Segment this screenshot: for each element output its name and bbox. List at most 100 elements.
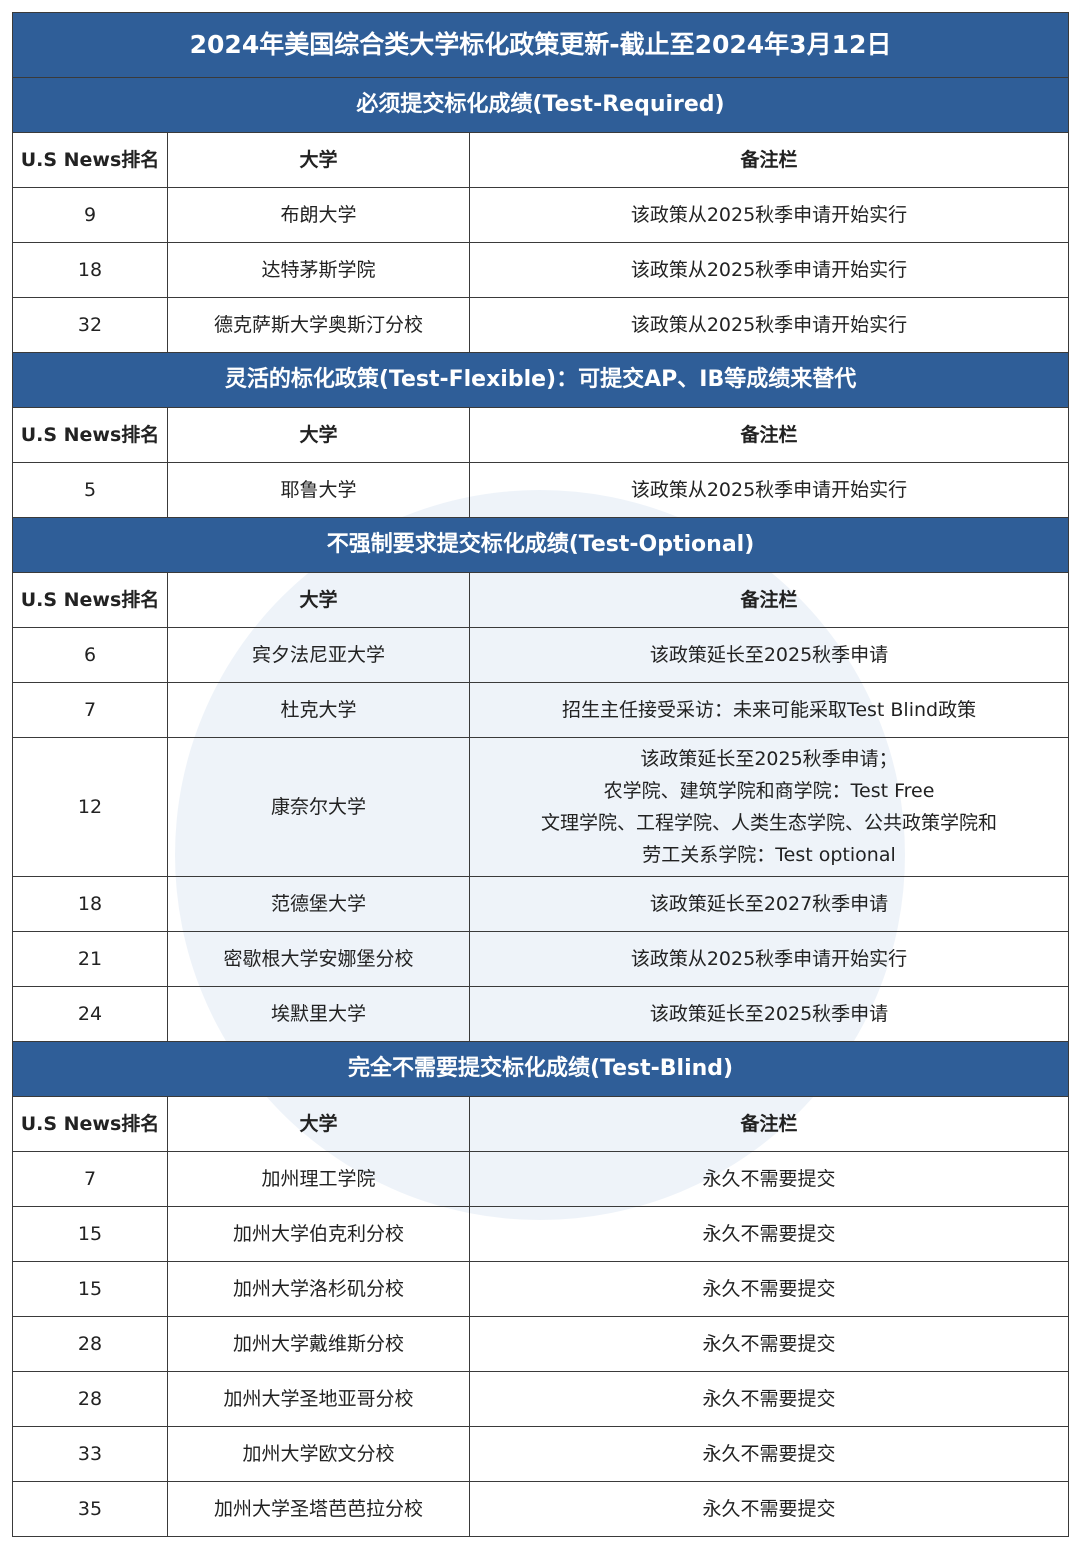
note-line: 招生主任接受采访：未来可能采取Test Blind政策 bbox=[561, 699, 977, 721]
university: 杜克大学 bbox=[167, 682, 470, 738]
header-row: U.S News排名 大学 备注栏 bbox=[12, 407, 1070, 463]
note: 永久不需要提交 bbox=[468, 1206, 1070, 1262]
note-line: 该政策从2025秋季申请开始实行 bbox=[630, 479, 908, 501]
column-header: 大学 bbox=[167, 407, 470, 463]
note-line: 劳工关系学院：Test optional bbox=[642, 844, 896, 866]
rank: 32 bbox=[12, 297, 168, 353]
rank: 18 bbox=[12, 242, 168, 298]
data-row: 12 康奈尔大学 该政策延长至2025秋季申请； 农学院、建筑学院和商学院：Test … bbox=[12, 737, 1070, 877]
data-row: 6 宾夕法尼亚大学 该政策延长至2025秋季申请 bbox=[12, 627, 1070, 683]
section-row: 灵活的标化政策(Test-Flexible)：可提交AP、IB等成绩来替代 bbox=[11, 352, 1070, 408]
rank: 24 bbox=[12, 986, 168, 1042]
section-heading: 必须提交标化成绩(Test-Required) bbox=[11, 77, 1070, 133]
title-row: 2024年美国综合类大学标化政策更新-截止至2024年3月12日 bbox=[11, 12, 1070, 78]
note-line: 该政策从2025秋季申请开始实行 bbox=[630, 948, 908, 970]
note: 该政策延长至2025秋季申请 bbox=[468, 986, 1070, 1042]
data-row: 7 杜克大学 招生主任接受采访：未来可能采取Test Blind政策 bbox=[12, 682, 1070, 738]
note-line: 永久不需要提交 bbox=[702, 1333, 836, 1355]
university: 加州大学洛杉矶分校 bbox=[167, 1261, 470, 1317]
data-row: 7 加州理工学院 永久不需要提交 bbox=[12, 1151, 1070, 1207]
table-body: 2024年美国综合类大学标化政策更新-截止至2024年3月12日 必须提交标化成… bbox=[11, 12, 1070, 1537]
data-row: 5 耶鲁大学 该政策从2025秋季申请开始实行 bbox=[12, 462, 1070, 518]
table-title: 2024年美国综合类大学标化政策更新-截止至2024年3月12日 bbox=[11, 12, 1070, 78]
note-line: 该政策从2025秋季申请开始实行 bbox=[630, 314, 908, 336]
note: 招生主任接受采访：未来可能采取Test Blind政策 bbox=[468, 682, 1070, 738]
rank: 15 bbox=[12, 1261, 168, 1317]
header-row: U.S News排名 大学 备注栏 bbox=[12, 1096, 1070, 1152]
university: 加州大学伯克利分校 bbox=[167, 1206, 470, 1262]
note-line: 该政策延长至2025秋季申请； bbox=[640, 748, 898, 770]
rank: 6 bbox=[12, 627, 168, 683]
university: 布朗大学 bbox=[167, 187, 470, 243]
data-row: 28 加州大学戴维斯分校 永久不需要提交 bbox=[12, 1316, 1070, 1372]
data-row: 32 德克萨斯大学奥斯汀分校 该政策从2025秋季申请开始实行 bbox=[12, 297, 1070, 353]
column-header: 大学 bbox=[167, 1096, 470, 1152]
note: 该政策延长至2025秋季申请； 农学院、建筑学院和商学院：Test Free 文理学… bbox=[468, 737, 1070, 877]
note: 永久不需要提交 bbox=[468, 1316, 1070, 1372]
university: 密歇根大学安娜堡分校 bbox=[167, 931, 470, 987]
rank: 5 bbox=[12, 462, 168, 518]
note: 该政策从2025秋季申请开始实行 bbox=[468, 297, 1070, 353]
column-header: 备注栏 bbox=[468, 407, 1070, 463]
note-line: 永久不需要提交 bbox=[702, 1278, 836, 1300]
note: 该政策从2025秋季申请开始实行 bbox=[468, 242, 1070, 298]
data-row: 35 加州大学圣塔芭芭拉分校 永久不需要提交 bbox=[12, 1481, 1070, 1537]
column-header: 备注栏 bbox=[468, 1096, 1070, 1152]
column-header: U.S News排名 bbox=[12, 572, 168, 628]
note: 永久不需要提交 bbox=[468, 1151, 1070, 1207]
university: 达特茅斯学院 bbox=[167, 242, 470, 298]
note-line: 永久不需要提交 bbox=[702, 1223, 836, 1245]
column-header: 备注栏 bbox=[468, 132, 1070, 188]
note-line: 永久不需要提交 bbox=[702, 1498, 836, 1520]
column-header: U.S News排名 bbox=[12, 1096, 168, 1152]
university: 范德堡大学 bbox=[167, 876, 470, 932]
university: 耶鲁大学 bbox=[167, 462, 470, 518]
note-line: 农学院、建筑学院和商学院：Test Free bbox=[603, 780, 935, 802]
note: 该政策延长至2025秋季申请 bbox=[468, 627, 1070, 683]
university: 德克萨斯大学奥斯汀分校 bbox=[167, 297, 470, 353]
rank: 33 bbox=[12, 1426, 168, 1482]
university: 康奈尔大学 bbox=[167, 737, 470, 877]
data-row: 9 布朗大学 该政策从2025秋季申请开始实行 bbox=[12, 187, 1070, 243]
note-line: 永久不需要提交 bbox=[702, 1443, 836, 1465]
data-row: 15 加州大学伯克利分校 永久不需要提交 bbox=[12, 1206, 1070, 1262]
column-header: 备注栏 bbox=[468, 572, 1070, 628]
note: 永久不需要提交 bbox=[468, 1481, 1070, 1537]
data-row: 33 加州大学欧文分校 永久不需要提交 bbox=[12, 1426, 1070, 1482]
note-line: 永久不需要提交 bbox=[702, 1388, 836, 1410]
data-row: 18 范德堡大学 该政策延长至2027秋季申请 bbox=[12, 876, 1070, 932]
rank: 12 bbox=[12, 737, 168, 877]
note-line: 永久不需要提交 bbox=[702, 1168, 836, 1190]
section-heading: 不强制要求提交标化成绩(Test-Optional) bbox=[11, 517, 1070, 573]
header-row: U.S News排名 大学 备注栏 bbox=[12, 572, 1070, 628]
note: 该政策从2025秋季申请开始实行 bbox=[468, 931, 1070, 987]
data-row: 15 加州大学洛杉矶分校 永久不需要提交 bbox=[12, 1261, 1070, 1317]
note: 永久不需要提交 bbox=[468, 1371, 1070, 1427]
university: 埃默里大学 bbox=[167, 986, 470, 1042]
column-header: 大学 bbox=[167, 572, 470, 628]
section-heading: 完全不需要提交标化成绩(Test-Blind) bbox=[11, 1041, 1070, 1097]
data-row: 28 加州大学圣地亚哥分校 永久不需要提交 bbox=[12, 1371, 1070, 1427]
rank: 28 bbox=[12, 1316, 168, 1372]
column-header: U.S News排名 bbox=[12, 132, 168, 188]
section-heading: 灵活的标化政策(Test-Flexible)：可提交AP、IB等成绩来替代 bbox=[11, 352, 1070, 408]
rank: 21 bbox=[12, 931, 168, 987]
note-line: 该政策从2025秋季申请开始实行 bbox=[630, 204, 908, 226]
university: 加州大学欧文分校 bbox=[167, 1426, 470, 1482]
note: 该政策从2025秋季申请开始实行 bbox=[468, 187, 1070, 243]
data-row: 18 达特茅斯学院 该政策从2025秋季申请开始实行 bbox=[12, 242, 1070, 298]
note: 该政策延长至2027秋季申请 bbox=[468, 876, 1070, 932]
note-line: 该政策从2025秋季申请开始实行 bbox=[630, 259, 908, 281]
rank: 28 bbox=[12, 1371, 168, 1427]
rank: 7 bbox=[12, 682, 168, 738]
policy-table: 2024年美国综合类大学标化政策更新-截止至2024年3月12日 必须提交标化成… bbox=[11, 12, 1070, 1537]
section-row: 完全不需要提交标化成绩(Test-Blind) bbox=[11, 1041, 1070, 1097]
university: 加州大学圣塔芭芭拉分校 bbox=[167, 1481, 470, 1537]
note-line: 该政策延长至2025秋季申请 bbox=[649, 644, 889, 666]
university: 加州大学圣地亚哥分校 bbox=[167, 1371, 470, 1427]
note-line: 文理学院、工程学院、人类生态学院、公共政策学院和 bbox=[541, 812, 998, 834]
data-row: 24 埃默里大学 该政策延长至2025秋季申请 bbox=[12, 986, 1070, 1042]
rank: 9 bbox=[12, 187, 168, 243]
note: 该政策从2025秋季申请开始实行 bbox=[468, 462, 1070, 518]
